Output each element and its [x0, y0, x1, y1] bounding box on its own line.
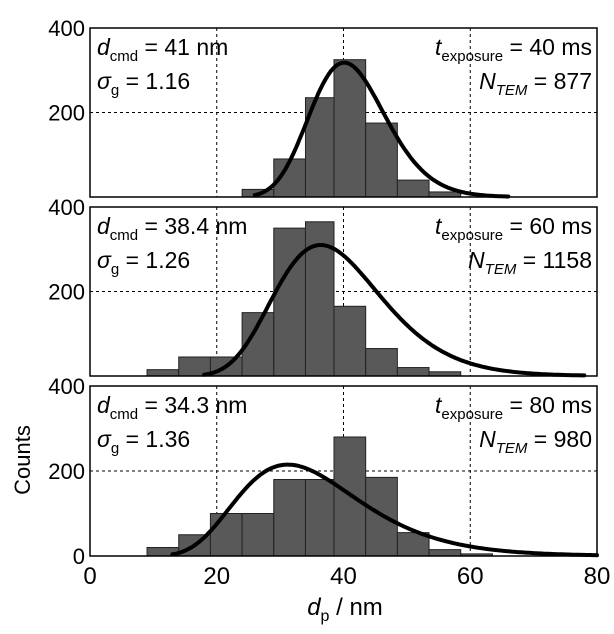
- y-tick-label: 400: [48, 374, 85, 399]
- annotation-left-line-1: dcmd = 38.4 nm: [97, 213, 247, 244]
- subscript: TEM: [485, 261, 517, 278]
- x-axis-label-sub: p: [321, 608, 330, 625]
- symbol: d: [97, 213, 111, 239]
- value-text: = 1.26: [119, 247, 190, 273]
- annotation-right-line-1: texposure = 40 ms: [435, 34, 592, 65]
- lognormal-fit-curve: [170, 462, 599, 558]
- value-text: = 38.4 nm: [138, 213, 247, 239]
- annotation-left-line-1: dcmd = 34.3 nm: [97, 392, 247, 423]
- histogram-bar: [333, 59, 367, 198]
- y-axis-label: Counts: [10, 425, 35, 495]
- histogram-bar: [365, 122, 398, 198]
- y-tick-label: 400: [48, 195, 85, 220]
- histogram-bar: [396, 367, 430, 377]
- subscript: cmd: [110, 406, 138, 423]
- histogram-bar: [273, 479, 306, 557]
- x-tick-label: 80: [584, 563, 611, 590]
- histogram-bar: [241, 513, 275, 557]
- y-tick-label: 200: [48, 459, 85, 484]
- symbol: N: [479, 426, 496, 452]
- subscript: exposure: [441, 406, 503, 423]
- value-text: = 980: [527, 426, 592, 452]
- annotation-right-line-2: NTEM = 980: [479, 426, 592, 457]
- panel-frame: [89, 385, 598, 557]
- panel-frame: [89, 27, 598, 198]
- value-text: = 877: [527, 68, 592, 94]
- value-text: = 34.3 nm: [138, 392, 247, 418]
- subscript: cmd: [110, 48, 138, 65]
- annotation-right-line-2: NTEM = 877: [479, 68, 592, 99]
- subscript: g: [111, 440, 119, 457]
- y-tick-label: 200: [48, 280, 85, 305]
- value-text: = 40 ms: [503, 34, 592, 60]
- y-tick-label: 0: [73, 544, 85, 569]
- value-text: = 80 ms: [503, 392, 592, 418]
- value-text: = 1.16: [119, 68, 190, 94]
- histogram-bar: [273, 227, 306, 377]
- annotation-left-line-2: σg = 1.26: [97, 247, 190, 278]
- subscript: exposure: [441, 227, 503, 244]
- value-text: = 41 nm: [138, 34, 228, 60]
- annotation-right-line-1: texposure = 80 ms: [435, 392, 592, 423]
- symbol: d: [97, 34, 111, 60]
- histogram-bar: [146, 369, 180, 377]
- histogram-bar: [304, 479, 335, 557]
- y-tick-label: 400: [48, 16, 85, 41]
- histogram-bar: [333, 305, 367, 377]
- subscript: exposure: [441, 48, 503, 65]
- symbol: σ: [97, 426, 112, 452]
- x-tick-label: 60: [457, 563, 484, 590]
- y-tick-label: 200: [48, 101, 85, 126]
- x-tick-label: 40: [330, 563, 357, 590]
- annotation-right-line-2: NTEM = 1158: [468, 247, 592, 278]
- histogram-bar: [428, 549, 462, 557]
- lognormal-fit-curve: [252, 60, 511, 199]
- value-text: = 1158: [516, 247, 592, 273]
- symbol: t: [435, 392, 443, 418]
- histogram-bar: [365, 348, 398, 377]
- x-axis-label-main: d: [307, 594, 321, 621]
- histogram-bar: [428, 191, 462, 198]
- annotation-left-line-2: σg = 1.16: [97, 68, 190, 99]
- symbol: t: [435, 213, 443, 239]
- histogram-bar: [209, 513, 243, 557]
- symbol: N: [479, 68, 496, 94]
- axes-layer: Counts dp / nm 0 20 40 60 80: [10, 425, 610, 625]
- x-axis-label-unit: / nm: [329, 594, 382, 621]
- subscript: TEM: [496, 440, 528, 457]
- annotation-left-line-1: dcmd = 41 nm: [97, 34, 228, 65]
- subscript: g: [111, 261, 119, 278]
- x-axis-label: dp / nm: [307, 594, 383, 625]
- symbol: t: [435, 34, 443, 60]
- x-tick-label: 20: [203, 563, 230, 590]
- value-text: = 1.36: [119, 426, 190, 452]
- symbol: N: [468, 247, 485, 273]
- histogram-bar: [396, 179, 430, 198]
- subscript: g: [111, 82, 119, 99]
- symbol: d: [97, 392, 111, 418]
- annotation-left-line-2: σg = 1.36: [97, 426, 190, 457]
- value-text: = 60 ms: [503, 213, 592, 239]
- subscript: TEM: [496, 82, 528, 99]
- symbol: σ: [97, 68, 112, 94]
- annotation-right-line-1: texposure = 60 ms: [435, 213, 592, 244]
- panel-frame: [89, 206, 598, 377]
- symbol: σ: [97, 247, 112, 273]
- subscript: cmd: [110, 227, 138, 244]
- x-tick-label: 0: [83, 563, 96, 590]
- lognormal-fit-curve: [202, 243, 587, 378]
